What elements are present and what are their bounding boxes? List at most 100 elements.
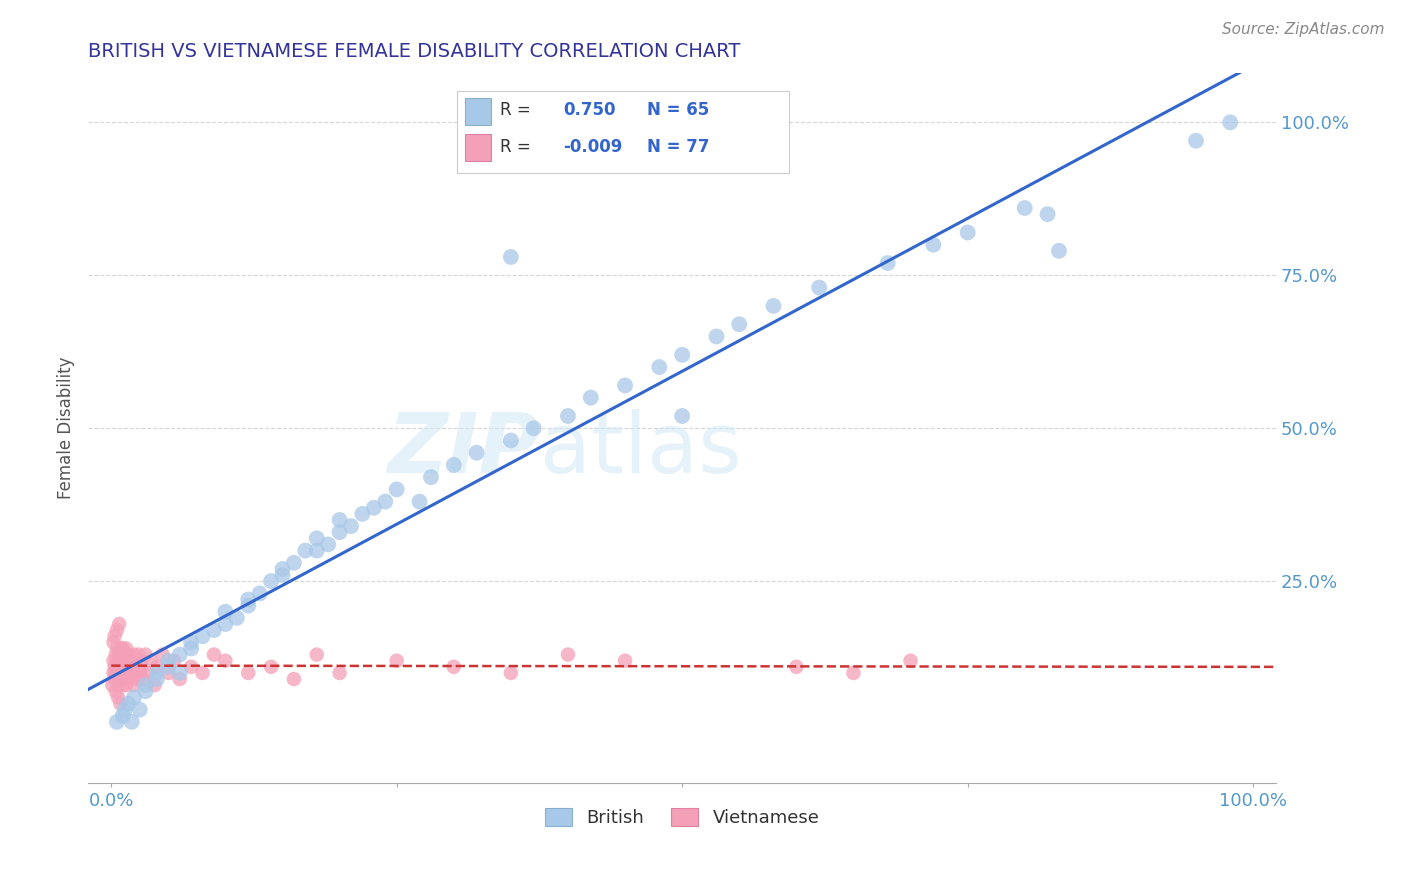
Point [169, 648, 191, 662]
Point [128, 648, 150, 662]
Point [131, 660, 153, 674]
Point [112, 672, 135, 686]
Point [134, 678, 156, 692]
Point [706, 329, 728, 343]
Point [124, 654, 146, 668]
Point [329, 525, 352, 540]
Point [191, 665, 214, 680]
Point [107, 665, 129, 680]
Point [363, 500, 385, 515]
Point [238, 599, 260, 613]
Point [107, 678, 129, 692]
Point [146, 672, 169, 686]
Point [352, 507, 374, 521]
Point [122, 665, 145, 680]
Point [104, 665, 127, 680]
Point [115, 678, 138, 692]
Point [110, 641, 132, 656]
Point [146, 665, 169, 680]
Point [557, 409, 579, 423]
Point [385, 483, 408, 497]
Point [900, 654, 922, 668]
Point [180, 641, 202, 656]
Point [1014, 201, 1036, 215]
Point [785, 660, 807, 674]
Point [202, 648, 225, 662]
Point [249, 586, 271, 600]
Point [105, 641, 128, 656]
Point [169, 665, 191, 680]
Point [385, 654, 408, 668]
Point [117, 665, 139, 680]
Point [104, 672, 127, 686]
Text: R =: R = [501, 137, 537, 155]
Point [108, 617, 131, 632]
Point [443, 458, 465, 472]
Point [108, 660, 131, 674]
Point [107, 690, 129, 705]
Point [579, 391, 602, 405]
Point [238, 592, 260, 607]
Point [420, 470, 443, 484]
Point [105, 623, 128, 637]
Point [443, 660, 465, 674]
Point [214, 654, 236, 668]
Point [1036, 207, 1059, 221]
Point [956, 226, 979, 240]
Point [614, 654, 637, 668]
Point [728, 317, 751, 331]
Text: ZIP: ZIP [387, 409, 540, 490]
Point [202, 623, 225, 637]
Point [122, 648, 145, 662]
Text: 0.750: 0.750 [564, 101, 616, 119]
Text: Source: ZipAtlas.com: Source: ZipAtlas.com [1222, 22, 1385, 37]
Point [557, 648, 579, 662]
Point [105, 714, 128, 729]
Point [408, 494, 430, 508]
Point [108, 648, 131, 662]
Point [121, 660, 143, 674]
Point [122, 678, 145, 692]
Point [305, 532, 328, 546]
Text: R =: R = [501, 101, 537, 119]
Point [114, 665, 136, 680]
Point [121, 714, 143, 729]
Point [523, 421, 546, 435]
Point [125, 660, 148, 674]
Point [329, 665, 352, 680]
Point [499, 434, 522, 448]
Point [110, 697, 132, 711]
Point [260, 660, 283, 674]
Point [169, 672, 191, 686]
Point [114, 703, 136, 717]
Point [671, 409, 693, 423]
Point [114, 648, 136, 662]
Point [465, 446, 488, 460]
Point [762, 299, 785, 313]
Point [316, 537, 339, 551]
Point [146, 660, 169, 674]
Point [120, 672, 142, 686]
Point [117, 697, 139, 711]
Point [374, 494, 396, 508]
FancyBboxPatch shape [457, 91, 789, 173]
Point [340, 519, 363, 533]
Point [1047, 244, 1070, 258]
Point [271, 568, 294, 582]
Point [128, 665, 150, 680]
Point [122, 690, 145, 705]
Legend: British, Vietnamese: British, Vietnamese [537, 800, 827, 834]
Point [283, 672, 305, 686]
Point [876, 256, 898, 270]
Point [157, 660, 180, 674]
Point [105, 654, 128, 668]
Point [115, 641, 138, 656]
Point [143, 678, 166, 692]
Point [499, 250, 522, 264]
Point [101, 678, 124, 692]
Point [283, 556, 305, 570]
Point [671, 348, 693, 362]
Point [614, 378, 637, 392]
Point [103, 654, 125, 668]
Point [648, 360, 671, 375]
